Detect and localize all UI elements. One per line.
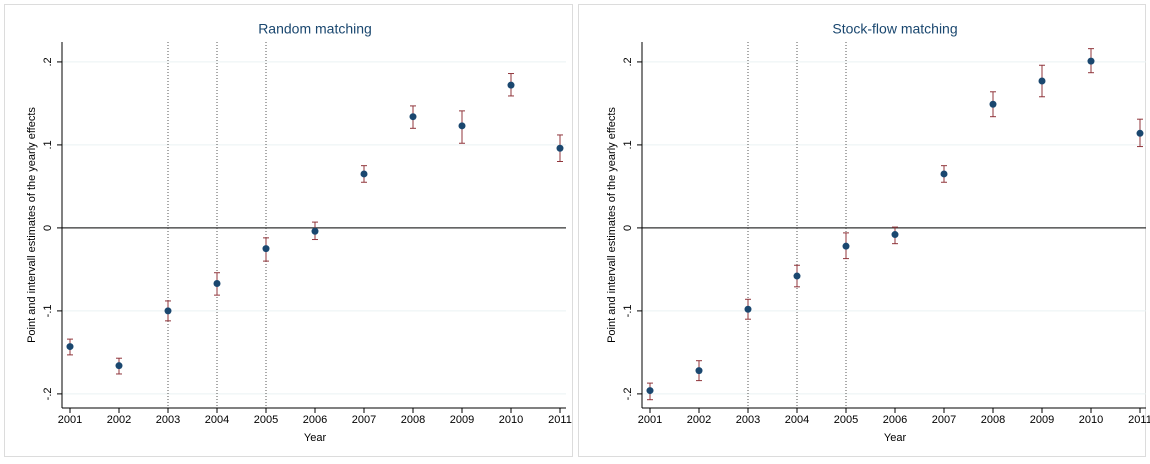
x-tick-label: 2011 [548,414,572,426]
point [1136,129,1144,137]
point [164,307,172,315]
x-axis-title: Year [304,432,327,444]
point [940,170,948,178]
point [409,113,417,121]
y-axis-title: Point and intervall estimates of the yea… [606,107,618,343]
x-tick-label: 2010 [1079,414,1103,426]
x-tick-label: 2011 [1128,414,1150,426]
x-tick-label: 2003 [736,414,760,426]
panel-frame [578,4,1146,457]
x-tick-label: 2002 [687,414,711,426]
chart-title: Random matching [258,21,372,37]
x-tick-label: 2009 [1030,414,1054,426]
point [646,387,654,395]
point [891,231,899,239]
panel-frame [4,4,573,457]
x-tick-label: 2004 [785,414,809,426]
x-tick-label: 2001 [58,414,82,426]
x-tick-label: 2008 [981,414,1005,426]
point [556,144,564,152]
point [507,81,515,89]
point [66,343,74,351]
y-tick-label: .1 [42,140,54,149]
x-tick-label: 2005 [254,414,278,426]
x-tick-label: 2007 [932,414,956,426]
x-tick-label: 2009 [450,414,474,426]
x-tick-label: 2006 [303,414,327,426]
point [360,170,368,178]
point [458,122,466,130]
y-tick-label: .2 [622,57,634,66]
y-axis-title: Point and intervall estimates of the yea… [26,107,38,343]
point [262,245,270,253]
x-tick-label: 2001 [638,414,662,426]
x-tick-label: 2007 [352,414,376,426]
y-tick-label: -.2 [42,387,54,400]
y-tick-label: -.1 [42,304,54,317]
x-tick-label: 2004 [205,414,229,426]
y-tick-label: -.1 [622,304,634,317]
y-tick-label: -.2 [622,387,634,400]
point [744,305,752,313]
x-tick-label: 2005 [834,414,858,426]
point [311,227,319,235]
x-tick-label: 2003 [156,414,180,426]
point [842,242,850,250]
y-tick-label: 0 [42,225,54,231]
x-tick-label: 2008 [401,414,425,426]
chart-title: Stock-flow matching [832,21,957,37]
point [115,362,123,370]
point [1038,77,1046,85]
point [213,280,221,288]
point [989,100,997,108]
point [1087,57,1095,65]
x-tick-label: 2010 [499,414,523,426]
x-tick-label: 2006 [883,414,907,426]
point [793,272,801,280]
y-tick-label: .1 [622,140,634,149]
y-tick-label: 0 [622,225,634,231]
point [695,367,703,375]
x-axis-title: Year [884,432,907,444]
y-tick-label: .2 [42,57,54,66]
x-tick-label: 2002 [107,414,131,426]
